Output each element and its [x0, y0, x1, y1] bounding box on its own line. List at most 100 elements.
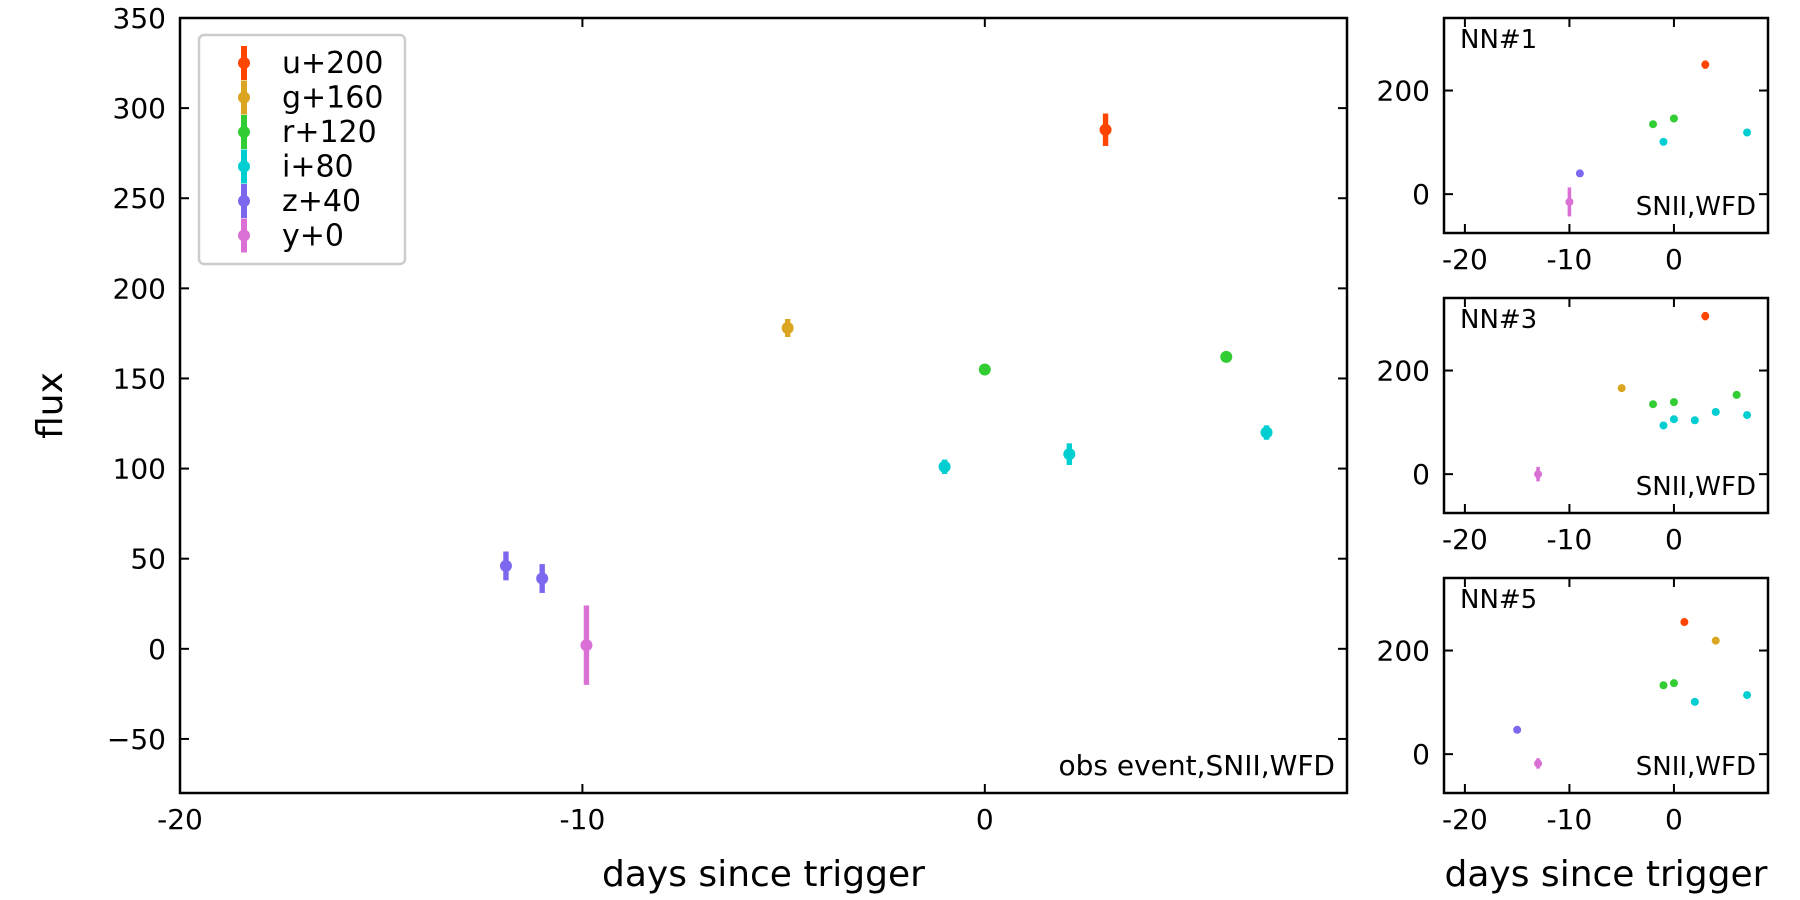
main-data-point: [938, 460, 951, 473]
legend-label-y+0: y+0: [282, 219, 344, 254]
nn3-xtick-label: 0: [1665, 523, 1683, 556]
nn1-xtick-label: 0: [1665, 243, 1683, 276]
main-ytick-label: 200: [113, 272, 166, 305]
main-x-axis-label: days since trigger: [602, 854, 925, 895]
nn3-series-u+200: [1701, 311, 1710, 321]
nn5-ytick-label: 0: [1412, 738, 1430, 771]
nn1-title: NN#1: [1460, 25, 1537, 55]
nn5-xtick-label: 0: [1665, 803, 1683, 836]
nn5-data-point: [1711, 636, 1720, 645]
nn1-series-y+0: [1565, 187, 1574, 217]
main-ytick-label: −50: [107, 723, 166, 756]
legend-marker-g+160: [238, 91, 250, 104]
nn1-data-point: [1669, 114, 1678, 123]
nn5-series-g+160: [1711, 636, 1720, 645]
main-xtick-label: 0: [976, 803, 994, 836]
nn1-xtick-label: -20: [1442, 243, 1488, 276]
main-series-u+200: [1099, 113, 1112, 146]
main-data-point: [1260, 426, 1273, 439]
nn1-series-i+80: [1659, 128, 1752, 146]
nn5-series-r+120: [1659, 679, 1678, 690]
main-series-y+0: [580, 605, 593, 685]
nn3-annotation: SNII,WFD: [1636, 472, 1756, 502]
nn5-xtick-label: -10: [1547, 803, 1593, 836]
nn1-data-point: [1649, 120, 1658, 129]
nn1-series-u+200: [1701, 60, 1710, 69]
nn5-title: NN#5: [1460, 585, 1537, 615]
nn3-data-point: [1711, 407, 1720, 416]
nn1-data-point: [1701, 60, 1710, 69]
nn3-panel: -20 -10 0 0 200 NN#3 SNII,WFD: [1377, 296, 1770, 556]
nn5-data-point: [1659, 681, 1668, 690]
main-y-axis-label: flux: [30, 372, 71, 439]
main-series-g+160: [781, 318, 794, 338]
legend-label-i+80: i+80: [282, 150, 354, 185]
nn3-data-point: [1743, 411, 1752, 420]
nn3-xtick-label: -10: [1547, 523, 1593, 556]
nn3-data-point: [1659, 421, 1668, 430]
nn3-data-point: [1534, 470, 1543, 479]
legend-marker-z+40: [238, 195, 250, 207]
nn5-xtick-label: -20: [1442, 803, 1488, 836]
nn1-xtick-label: -10: [1547, 243, 1593, 276]
nn5-series-i+80: [1690, 691, 1752, 706]
nn3-ytick-label: 200: [1377, 355, 1430, 388]
nn3-axes-frame: [1442, 296, 1770, 515]
nn5-data-point: [1680, 618, 1689, 627]
nn5-panel: -20 -10 0 0 200 days since trigger NN#5 SNII,WF…: [1377, 576, 1770, 895]
nn3-data-point: [1701, 312, 1710, 321]
nn1-data-point: [1659, 137, 1668, 146]
main-ytick-label: 100: [113, 453, 166, 486]
main-ytick-label: 300: [113, 92, 166, 125]
nn1-series-z+40: [1575, 169, 1584, 178]
nn5-series-z+40: [1513, 725, 1522, 734]
main-data-point: [580, 639, 593, 652]
nn1-data-point: [1565, 197, 1574, 206]
main-data-point: [536, 572, 549, 585]
nn5-data-point: [1534, 759, 1543, 768]
main-data-point: [978, 363, 991, 376]
legend-label-r+120: r+120: [282, 115, 377, 150]
main-ytick-label: 150: [113, 362, 166, 395]
nn5-data-point: [1513, 725, 1522, 734]
nn3-series-g+160: [1617, 384, 1626, 393]
main-series-i+80: [938, 425, 1273, 474]
nn3-data-point: [1649, 400, 1658, 409]
main-series-r+120: [978, 350, 1233, 376]
nn5-axes-frame: [1442, 576, 1770, 795]
main-ytick-label: 50: [130, 543, 166, 576]
nn1-series-r+120: [1649, 114, 1678, 129]
nn5-series-y+0: [1534, 758, 1543, 769]
nn1-annotation: SNII,WFD: [1636, 192, 1756, 222]
main-annotation: obs event,SNII,WFD: [1058, 749, 1335, 782]
nn3-series-i+80: [1659, 407, 1752, 430]
main-ytick-label: 350: [113, 2, 166, 35]
main-xtick-label: -10: [560, 803, 606, 836]
main-series-z+40: [499, 551, 549, 593]
nn1-data-point: [1575, 169, 1584, 178]
legend-frame: [197, 33, 407, 266]
nn3-ytick-label: 0: [1412, 458, 1430, 491]
nn5-series-u+200: [1680, 618, 1689, 627]
nn3-data-point: [1669, 415, 1678, 424]
nn5-x-axis-label: days since trigger: [1445, 854, 1768, 895]
main-axes-frame: [178, 16, 1349, 795]
legend-marker-i+80: [238, 160, 250, 173]
main-data-point: [1099, 123, 1112, 136]
nn5-data-point: [1669, 679, 1678, 688]
main-data-point: [499, 559, 512, 572]
nn3-xtick-label: -20: [1442, 523, 1488, 556]
legend-label-z+40: z+40: [282, 184, 361, 219]
nn1-panel: -20 -10 0 0 200 NN#1 SNII,WFD: [1377, 16, 1770, 276]
legend-marker-r+120: [238, 126, 250, 138]
nn1-axes-frame: [1442, 16, 1770, 235]
nn5-annotation: SNII,WFD: [1636, 752, 1756, 782]
main-ytick-label: 250: [113, 182, 166, 215]
nn3-data-point: [1669, 398, 1678, 407]
main-ytick-label: 0: [148, 633, 166, 666]
nn1-ytick-label: 200: [1377, 75, 1430, 108]
nn3-series-r+120: [1649, 390, 1741, 409]
nn3-data-point: [1732, 390, 1741, 399]
